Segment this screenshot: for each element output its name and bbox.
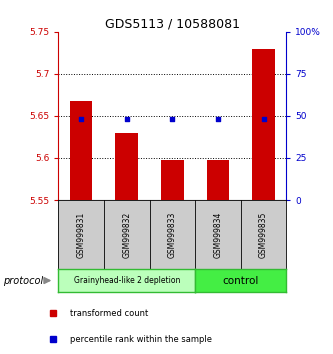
- Text: transformed count: transformed count: [70, 309, 148, 318]
- Text: control: control: [222, 275, 259, 286]
- Point: [124, 116, 129, 122]
- Bar: [115, 133, 138, 200]
- Text: percentile rank within the sample: percentile rank within the sample: [70, 335, 212, 344]
- Text: GSM999833: GSM999833: [168, 211, 177, 258]
- Text: GSM999831: GSM999831: [77, 211, 86, 258]
- Point: [79, 116, 84, 122]
- Point: [215, 116, 221, 122]
- Bar: [206, 160, 229, 200]
- Text: protocol: protocol: [3, 275, 44, 286]
- Text: GSM999835: GSM999835: [259, 211, 268, 258]
- Title: GDS5113 / 10588081: GDS5113 / 10588081: [105, 18, 240, 31]
- Text: GSM999834: GSM999834: [213, 211, 222, 258]
- Bar: [70, 101, 93, 200]
- Bar: [161, 160, 184, 200]
- Text: Grainyhead-like 2 depletion: Grainyhead-like 2 depletion: [74, 276, 180, 285]
- Text: GSM999832: GSM999832: [122, 211, 131, 258]
- Point: [170, 116, 175, 122]
- Bar: [252, 48, 275, 200]
- Point: [261, 116, 266, 122]
